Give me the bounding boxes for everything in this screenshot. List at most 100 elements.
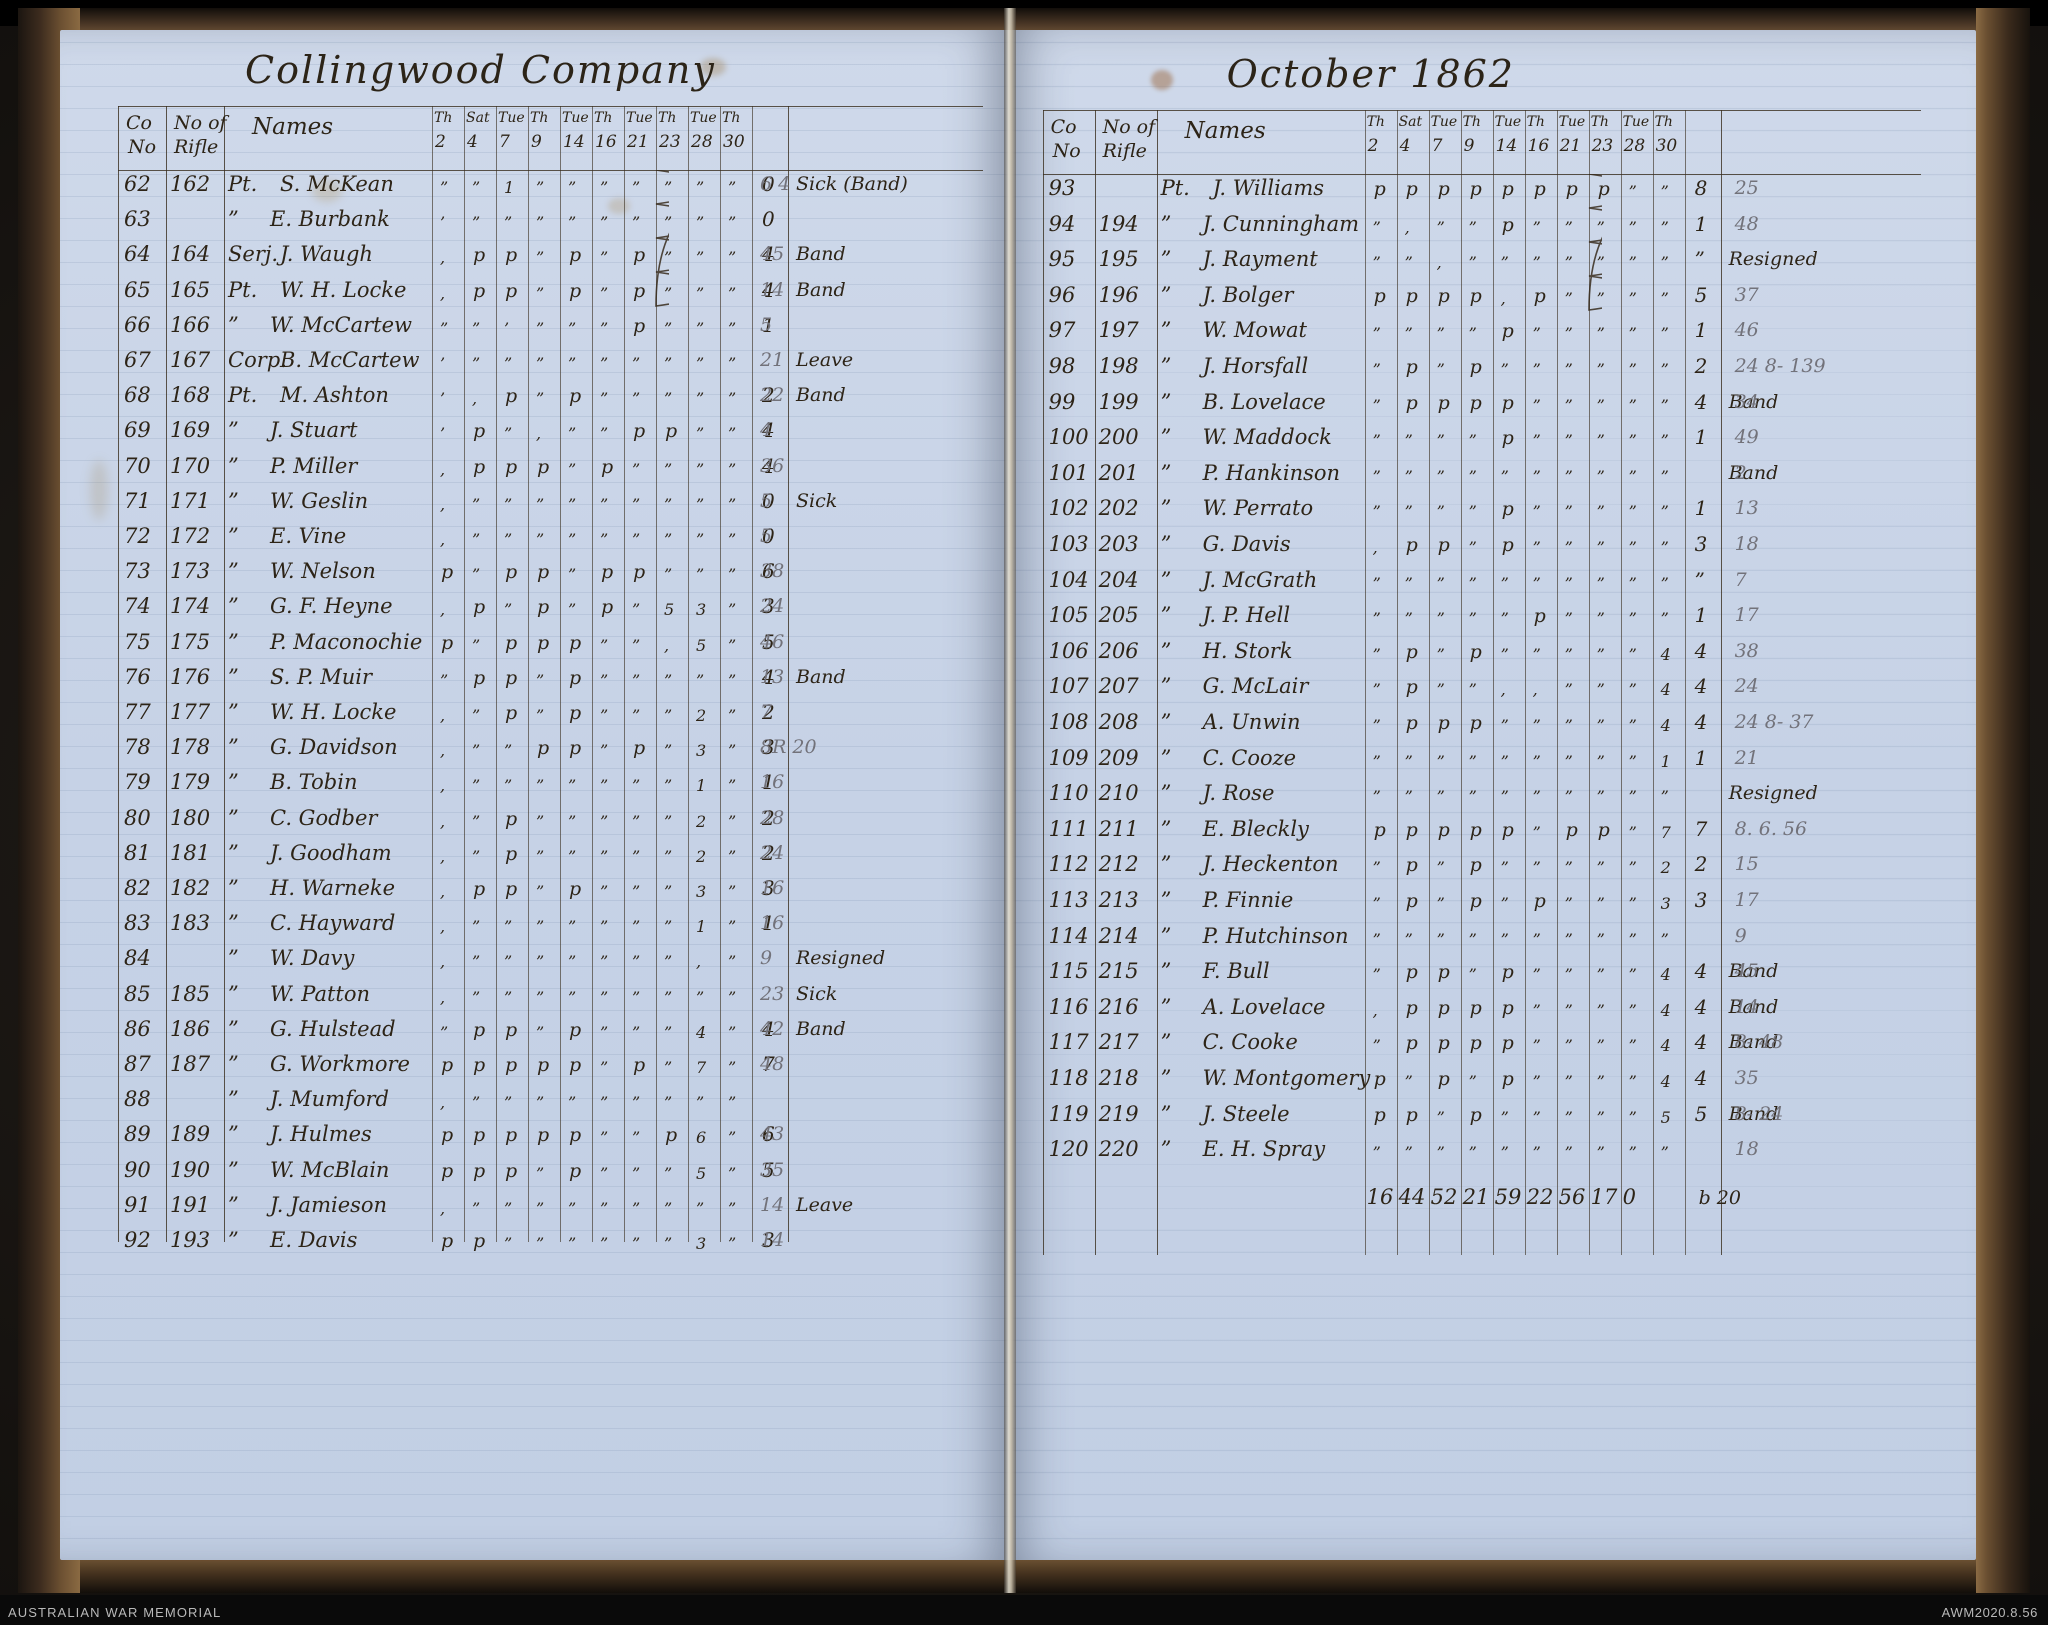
row-rifle-no: 214 [1098,923,1139,948]
row-rifle-no: 215 [1098,959,1139,984]
row-attendance-mark: ” [1372,609,1381,629]
row-attendance-mark: p [1437,178,1450,200]
row-co-no: 71 [124,488,151,513]
row-rank: ” [1160,781,1172,806]
row-attendance-mark: ” [728,178,737,197]
row-rank: ” [1160,710,1172,734]
row-attendance-mark: ” [664,1022,673,1042]
row-total: 4 [1694,389,1708,414]
row-rank: Pt. [228,172,258,196]
row-name: H. Warneke [270,876,396,900]
row-attendance-mark: p [569,385,582,408]
row-attendance-mark: ” [1404,929,1413,949]
row-rank: ” [1160,425,1172,450]
row-attendance-mark: ” [1532,573,1541,593]
row-attendance-mark: ” [600,389,609,409]
row-rifle-no: 175 [170,629,211,654]
row-attendance-mark: ” [632,811,641,831]
row-name: W. H. Locke [270,700,397,724]
row-attendance-mark: p [537,596,550,619]
row-total: 4 [1694,1030,1708,1055]
row-remarks: Band [1728,461,1779,484]
row-attendance-mark: ” [632,600,641,620]
row-pencil-note: 48 [1734,212,1759,235]
row-attendance-mark: ” [472,494,481,514]
header-day-label-9: Th [722,110,741,126]
row-name: J. Jamieson [270,1192,388,1217]
row-rifle-no: 209 [1098,745,1139,770]
row-name: G. Hulstead [270,1016,396,1041]
row-attendance-mark: p [537,455,550,478]
row-name: J. Bolger [1202,282,1294,307]
header-co-no: No [1052,140,1081,162]
row-pencil-note: 17 [1734,604,1759,627]
row-name: W. Davy [270,946,355,971]
row-attendance-mark: , [1532,680,1538,700]
row-attendance-mark: p [473,279,486,302]
row-attendance-mark: p [505,878,518,900]
row-attendance-mark: ” [504,917,513,937]
row-total: 2 [762,840,775,865]
row-attendance-mark: ” [568,213,577,233]
row-attendance-mark: p [441,561,454,584]
row-attendance-mark: ” [664,1093,673,1113]
row-attendance-mark: p [1437,534,1450,556]
paper-stain [1150,70,1173,90]
row-name: P. Hankinson [1202,460,1341,485]
row-remarks: Leave [796,349,854,371]
row-attendance-mark: ” [696,283,705,303]
row-attendance-mark: ” [1628,1107,1637,1127]
row-rifle-no: 195 [1098,247,1139,272]
table-vertical-rule [688,106,689,1242]
row-name: W. Perrato [1202,496,1314,521]
row-attendance-mark: ” [1468,431,1477,451]
row-attendance-mark: ” [1468,1143,1477,1163]
header-day-number-6: 21 [627,132,649,152]
row-attendance-mark: p [1437,391,1450,414]
row-name: E. Bleckly [1202,816,1309,841]
row-pencil-note: 15 [1734,853,1759,876]
row-attendance-mark: ” [1532,1143,1541,1163]
table-vertical-rule [656,106,657,1242]
row-rank: ” [228,1122,239,1147]
totals-note: b 20 [1698,1186,1741,1209]
right-page: October 1862 Co No No of Rifle Names Th Sat Tue… [1004,30,1976,1560]
row-remarks: Resigned [1728,248,1818,271]
header-day-number-7: 23 [659,132,681,152]
row-rifle-no: 177 [170,700,211,724]
footer-credit: AUSTRALIAN WAR MEMORIAL [8,1605,222,1620]
row-rifle-no: 187 [170,1052,211,1076]
row-name: M. Ashton [280,383,389,408]
row-co-no: 82 [124,876,151,900]
row-attendance-mark: ” [568,424,577,444]
row-rifle-no: 164 [170,242,211,267]
row-attendance-mark: 5 [696,635,707,655]
row-rifle-no: 174 [170,594,211,619]
row-pencil-note: 38 [760,560,785,583]
row-pencil-note: 46 [760,630,785,653]
row-pencil-note: 5 [760,313,773,336]
row-total: 4 [762,664,775,689]
row-attendance-mark: ” [568,530,577,549]
row-attendance-mark: ” [1596,395,1605,415]
table-vertical-rule [1684,110,1686,1255]
row-attendance-mark: ” [1596,858,1605,878]
row-attendance-mark: ” [664,1234,673,1253]
row-pencil-note: 7 [760,701,773,723]
row-remarks: Band [796,384,846,407]
row-attendance-mark: ” [1564,360,1573,379]
row-attendance-mark: ” [1436,858,1445,878]
row-attendance-mark: , [1500,680,1506,700]
row-attendance-mark: ” [568,1198,577,1218]
row-attendance-mark: ” [472,811,481,831]
row-attendance-mark: , [440,846,446,866]
row-attendance-mark: ” [632,987,641,1007]
row-attendance-mark: ” [536,1234,545,1253]
row-attendance-mark: p [473,420,486,443]
row-attendance-mark: ” [536,494,545,514]
row-attendance-mark: , [440,741,446,761]
header-day-label-9: Th [1654,114,1673,130]
row-attendance-mark: ” [632,494,641,514]
row-rank: ” [1160,816,1172,841]
row-total: 1 [762,770,775,795]
